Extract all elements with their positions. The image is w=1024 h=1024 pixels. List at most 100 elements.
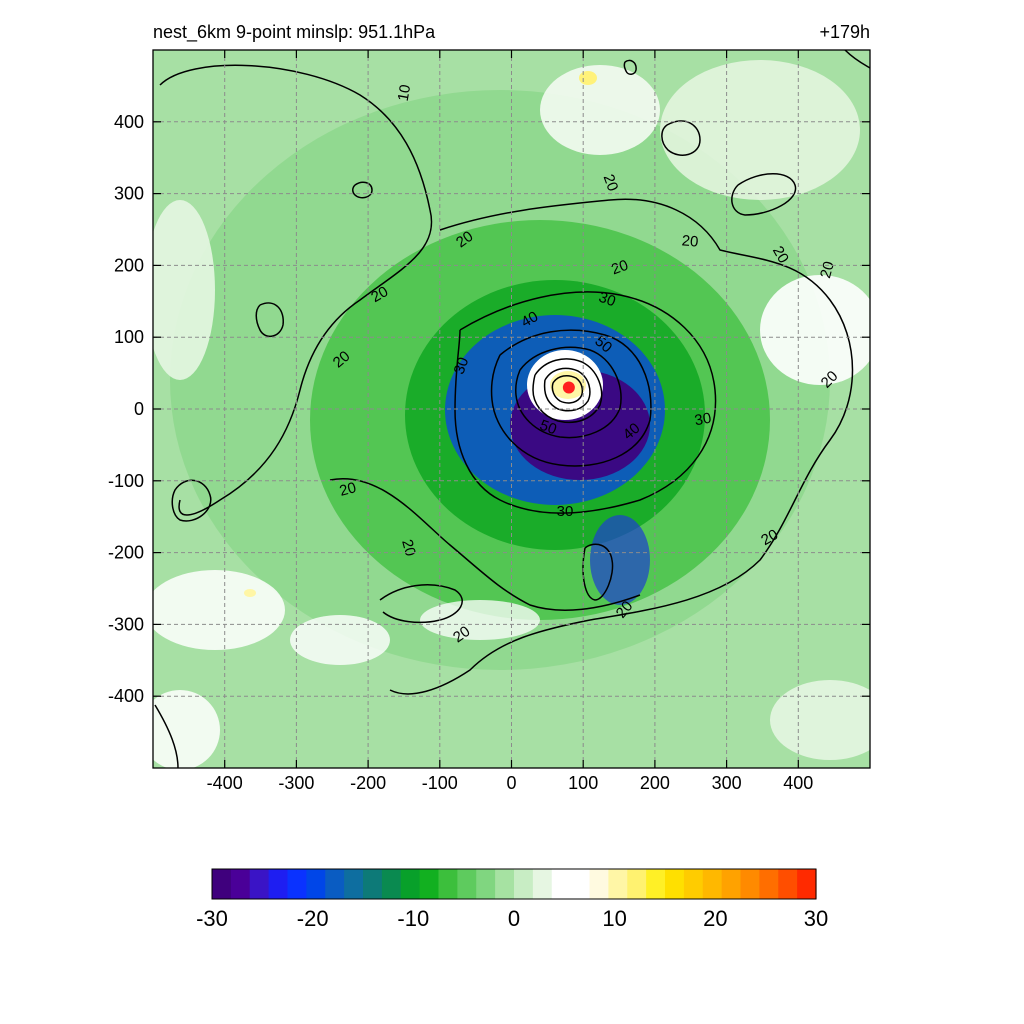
contour-label: 30: [557, 503, 574, 520]
contour-line: [352, 181, 373, 199]
colorbar-swatch: [514, 869, 534, 899]
colorbar-swatch: [646, 869, 666, 899]
contour-line: [661, 120, 701, 156]
colorbar-swatch: [249, 869, 270, 899]
contour-line: [551, 374, 584, 404]
y-tick-label: 0: [134, 399, 144, 419]
contour-line: [379, 584, 463, 624]
colorbar-swatch: [778, 869, 798, 899]
x-tick-label: 400: [783, 773, 813, 793]
field-patch: [760, 275, 870, 385]
colorbar-tick-labels: -30 -20 -10 0 10 20 30: [196, 906, 828, 931]
colorbar-swatch: [400, 869, 421, 899]
field-patch: [770, 680, 870, 760]
contour-label: 20: [769, 243, 792, 266]
colorbar-swatch: [268, 869, 289, 899]
contour-label: 20: [450, 623, 473, 646]
x-tick-label: 300: [712, 773, 742, 793]
y-tick-label: -200: [108, 543, 144, 563]
contour-label: 20: [600, 172, 622, 193]
contour-line: [171, 479, 212, 522]
colorbar: [212, 869, 817, 899]
colorbar-swatch: [287, 869, 307, 899]
x-tick-label: -100: [422, 773, 458, 793]
yellow-spot: [579, 71, 597, 85]
colorbar-tick-label: -30: [196, 906, 228, 931]
contour-label: 20: [453, 228, 476, 251]
x-tick-label: 200: [640, 773, 670, 793]
colorbar-swatch: [627, 869, 647, 899]
colorbar-swatch: [212, 869, 232, 899]
contour-label: 30: [451, 355, 473, 376]
axis-ticks: [153, 50, 870, 768]
colorbar-swatch: [532, 869, 553, 899]
contour-line: [490, 329, 652, 467]
colorbar-swatch: [476, 869, 496, 899]
colorbar-swatch: [759, 869, 779, 899]
shaded-field: [153, 50, 870, 768]
chart-title: nest_6km 9-point minslp: 951.1hPa: [153, 22, 436, 42]
y-tick-label: 400: [114, 112, 144, 132]
x-tick-label: 0: [506, 773, 516, 793]
contour-line: [532, 358, 603, 424]
contour-line: [582, 543, 614, 601]
colorbar-swatch: [306, 869, 326, 899]
colorbar-swatch: [721, 869, 742, 899]
y-tick-label: 300: [114, 184, 144, 204]
field-patch: [153, 690, 220, 768]
colorbar-swatch: [457, 869, 477, 899]
forecast-hour-label: +179h: [819, 22, 870, 42]
y-tick-label: 100: [114, 327, 144, 347]
colorbar-tick-label: 30: [804, 906, 828, 931]
contour-label: 30: [596, 289, 617, 311]
x-tick-label: -300: [278, 773, 314, 793]
contour-line: [543, 367, 591, 412]
colorbar-swatch: [325, 869, 345, 899]
colorbar-swatch: [589, 869, 609, 899]
colorbar-swatch: [495, 869, 515, 899]
colorbar-swatch: [665, 869, 685, 899]
contour-line: [389, 198, 854, 695]
contour-line: [255, 302, 284, 337]
x-tick-label: 100: [568, 773, 598, 793]
y-tick-labels: 400 300 200 100 0 -100 -200 -300 -400: [108, 112, 144, 706]
colorbar-tick-label: 20: [703, 906, 727, 931]
y-tick-label: -400: [108, 686, 144, 706]
contour-label: 20: [368, 283, 391, 306]
field-patch: [660, 60, 860, 200]
contour-label: 50: [537, 417, 558, 439]
colorbar-tick-label: 10: [602, 906, 626, 931]
colorbar-frame: [211, 868, 817, 900]
colorbar-swatch: [381, 869, 402, 899]
colorbar-swatch: [702, 869, 723, 899]
contour-line: [154, 704, 179, 768]
field-patch: [153, 570, 285, 650]
colorbar-tick-label: 0: [508, 906, 520, 931]
colorbar-tick-label: -10: [397, 906, 429, 931]
contour-line: [159, 64, 433, 516]
contour-lines: [154, 50, 870, 768]
contour-line: [329, 477, 641, 611]
colorbar-swatch: [740, 869, 760, 899]
contour-label: 20: [338, 479, 359, 500]
field-patch: [420, 600, 540, 640]
contour-line: [623, 59, 637, 75]
colorbar-swatch: [230, 869, 251, 899]
gridlines: [153, 50, 870, 768]
contour-label: 30: [693, 410, 712, 430]
contour-line: [844, 50, 870, 69]
contour-label: 10: [395, 83, 415, 102]
field-patch: [153, 200, 215, 380]
contour-label: 20: [681, 232, 699, 250]
contour-label: 20: [609, 257, 630, 279]
contour-line: [731, 173, 797, 216]
contour-label: 40: [518, 308, 541, 331]
colorbar-swatch: [551, 869, 572, 899]
x-tick-label: -200: [350, 773, 386, 793]
colorbar-swatch: [344, 869, 364, 899]
southern-band: [590, 515, 650, 605]
colorbar-swatch: [419, 869, 440, 899]
contour-line: [454, 291, 717, 514]
